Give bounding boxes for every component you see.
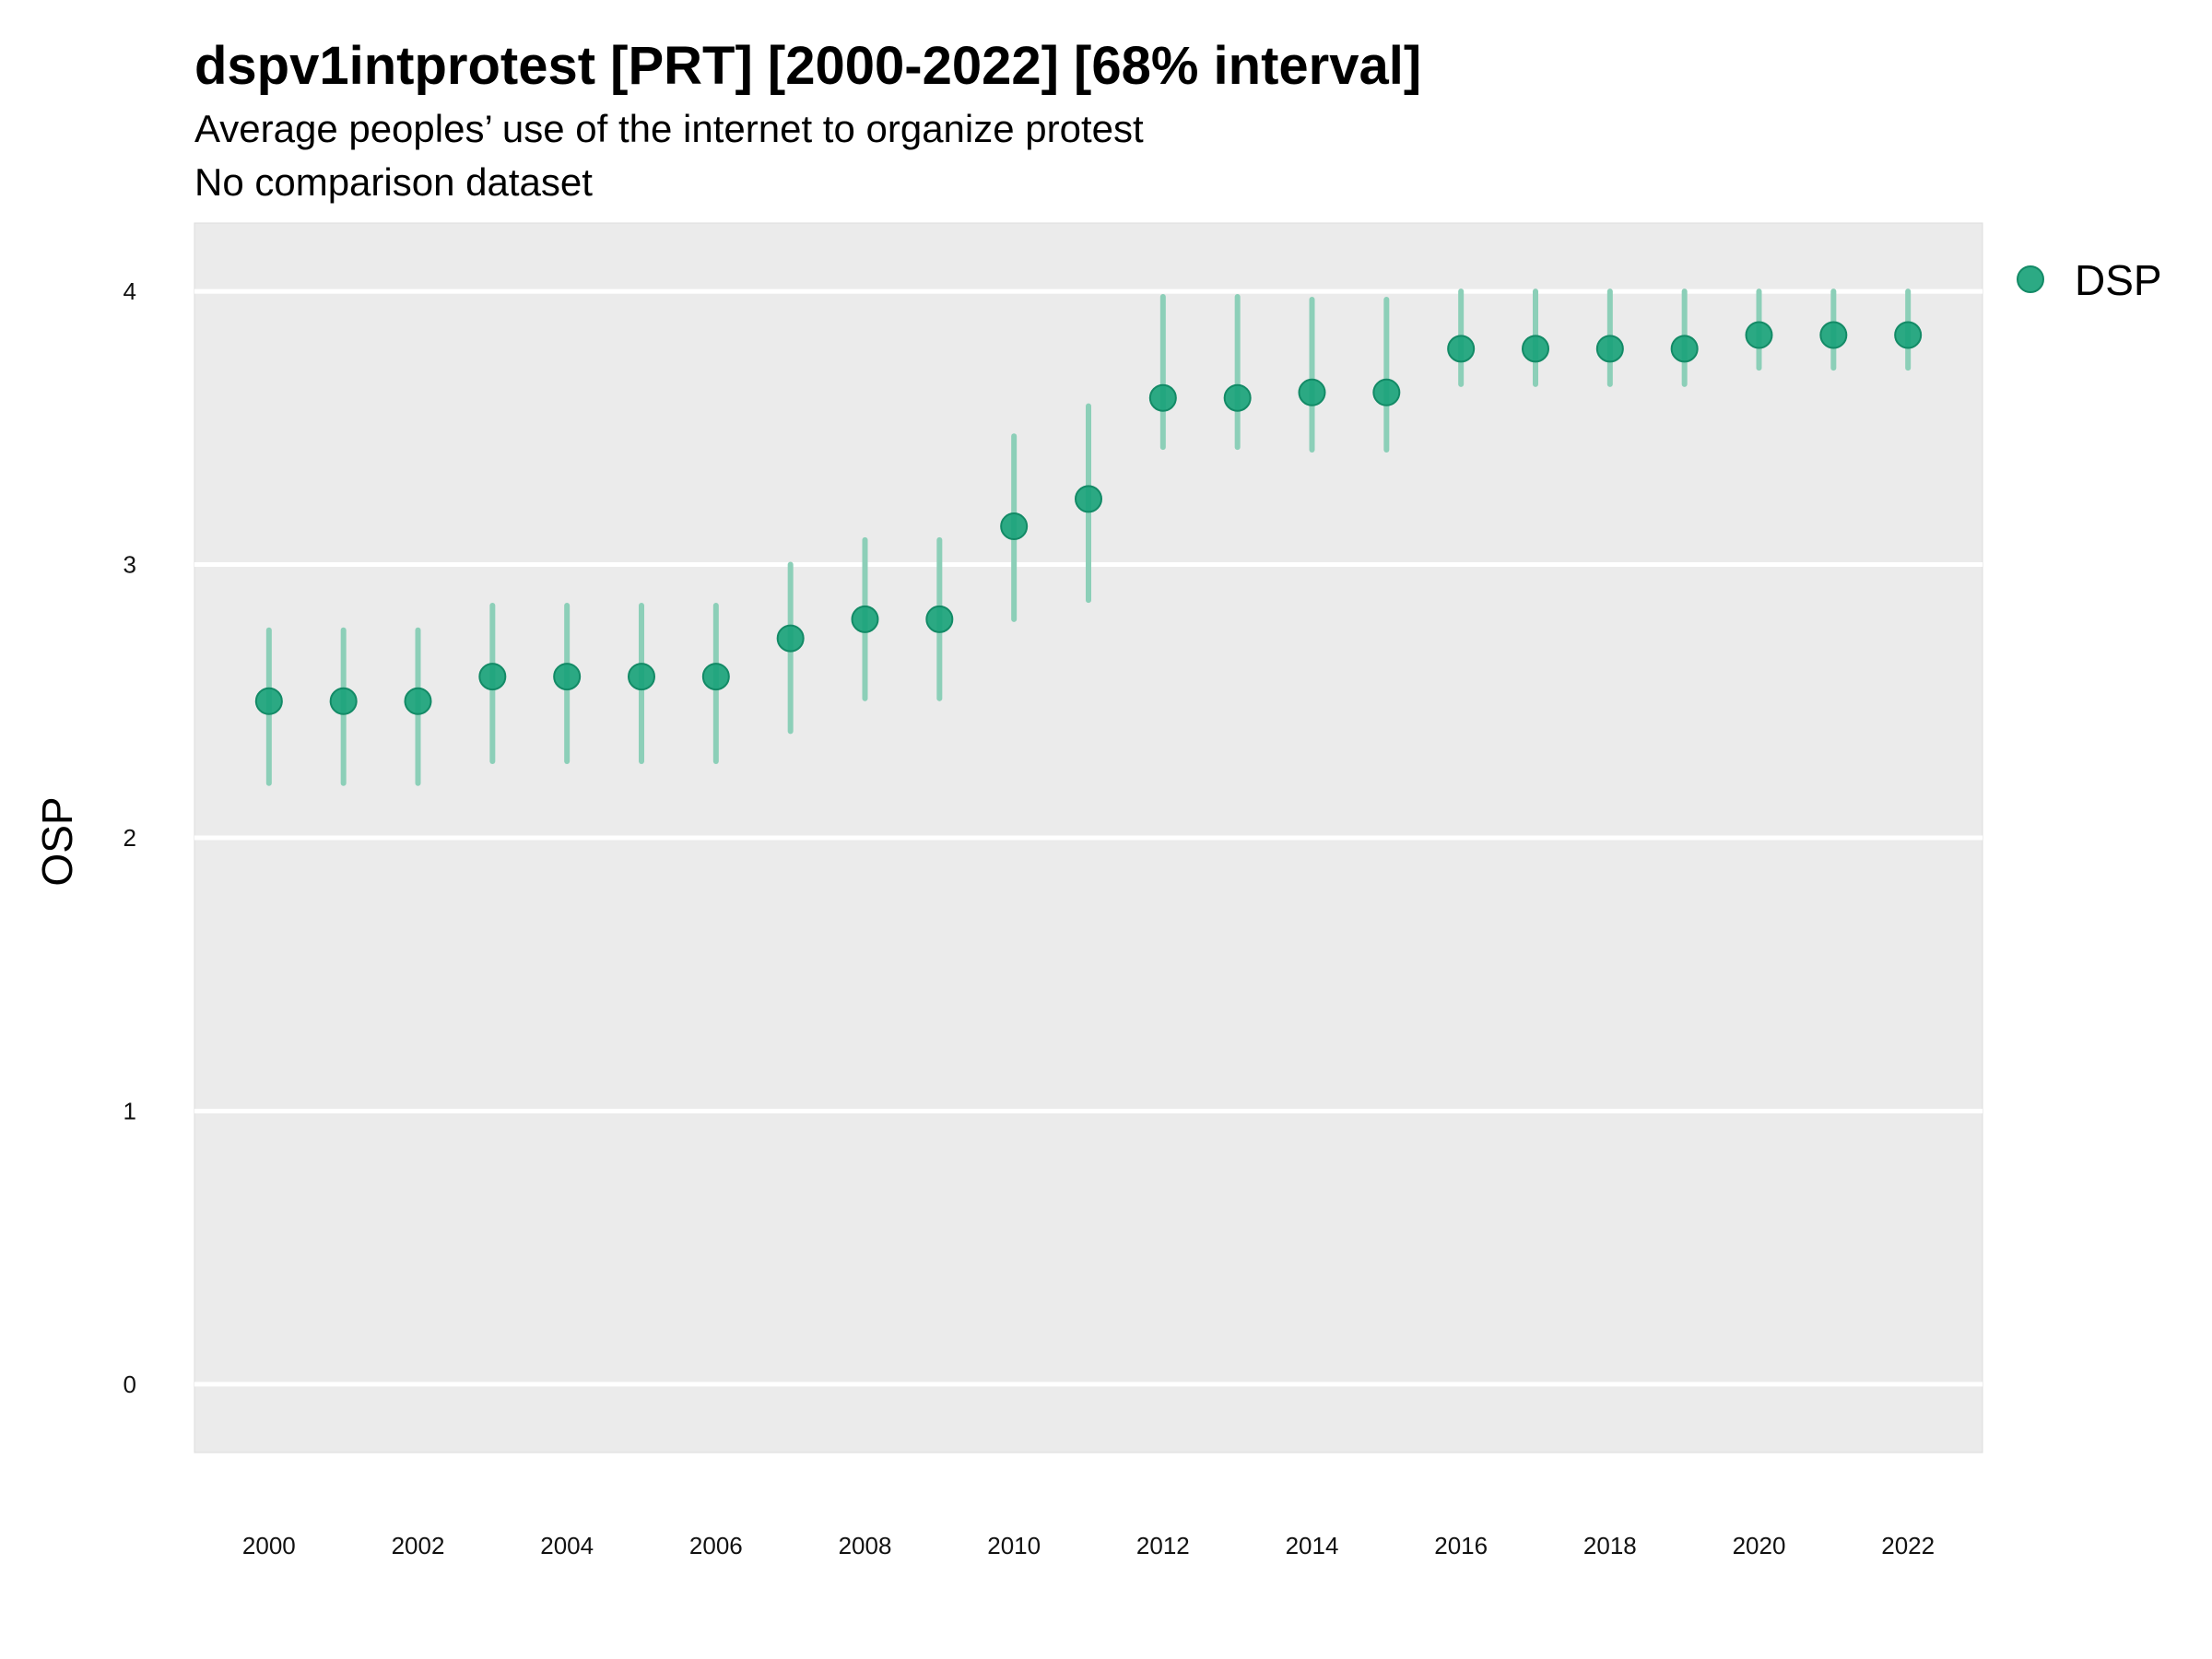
x-tick-label: 2020: [1733, 1532, 1786, 1559]
data-point-2009: [925, 605, 954, 633]
data-point-2022: [1894, 321, 1923, 349]
x-tick-label: 2016: [1434, 1532, 1488, 1559]
data-point-2011: [1075, 485, 1102, 513]
x-tick-label: 2012: [1136, 1532, 1190, 1559]
data-point-2021: [1819, 321, 1848, 349]
data-point-2013: [1223, 383, 1252, 412]
x-tick-labels: 2000 2002 2004 2006 2008 2010 2012 2014 2016 2018…: [242, 1532, 1935, 1559]
data-point-2008: [851, 605, 879, 633]
y-tick-label: 2: [124, 824, 136, 852]
chart-title: dspv1intprotest [PRT] [2000-2022] [68% i…: [194, 36, 1422, 96]
x-tick-label: 2010: [987, 1532, 1041, 1559]
data-point-2003: [478, 663, 507, 691]
y-tick-label: 0: [124, 1371, 136, 1398]
x-tick-label: 2018: [1583, 1532, 1637, 1559]
y-tick-label: 3: [124, 551, 136, 579]
data-point-2019: [1670, 335, 1699, 363]
y-tick-label: 1: [124, 1097, 136, 1124]
y-axis-title: OSP: [33, 796, 81, 886]
data-point-2001: [329, 687, 358, 715]
data-point-2007: [776, 624, 805, 653]
legend: DSP: [2017, 256, 2162, 304]
legend-label-dsp: DSP: [2075, 256, 2162, 304]
data-point-2017: [1522, 335, 1549, 363]
data-point-2006: [701, 663, 730, 691]
data-point-2018: [1595, 335, 1624, 363]
chart-subtitle-line-1: Average peoples’ use of the internet to …: [194, 107, 1144, 150]
data-point-2005: [628, 663, 655, 691]
x-tick-label: 2006: [689, 1532, 743, 1559]
data-point-2014: [1298, 378, 1326, 406]
data-point-2015: [1372, 378, 1401, 406]
x-tick-label: 2000: [242, 1532, 296, 1559]
data-point-2020: [1745, 321, 1773, 349]
x-tick-label: 2014: [1286, 1532, 1339, 1559]
data-point-2012: [1148, 383, 1177, 412]
x-tick-label: 2002: [392, 1532, 445, 1559]
data-points: [254, 321, 1923, 715]
data-point-2002: [404, 687, 432, 715]
legend-swatch-dsp: [2017, 265, 2044, 293]
y-tick-label: 4: [124, 277, 136, 305]
data-point-2004: [553, 663, 582, 691]
y-tick-labels: 0 1 2 3 4: [124, 277, 136, 1398]
data-point-2000: [254, 687, 283, 715]
chart-subtitle-line-2: No comparison dataset: [194, 160, 593, 204]
x-tick-label: 2004: [540, 1532, 594, 1559]
data-point-2016: [1447, 335, 1476, 363]
x-tick-label: 2008: [839, 1532, 892, 1559]
x-tick-label: 2022: [1881, 1532, 1935, 1559]
data-point-2010: [1000, 512, 1029, 541]
